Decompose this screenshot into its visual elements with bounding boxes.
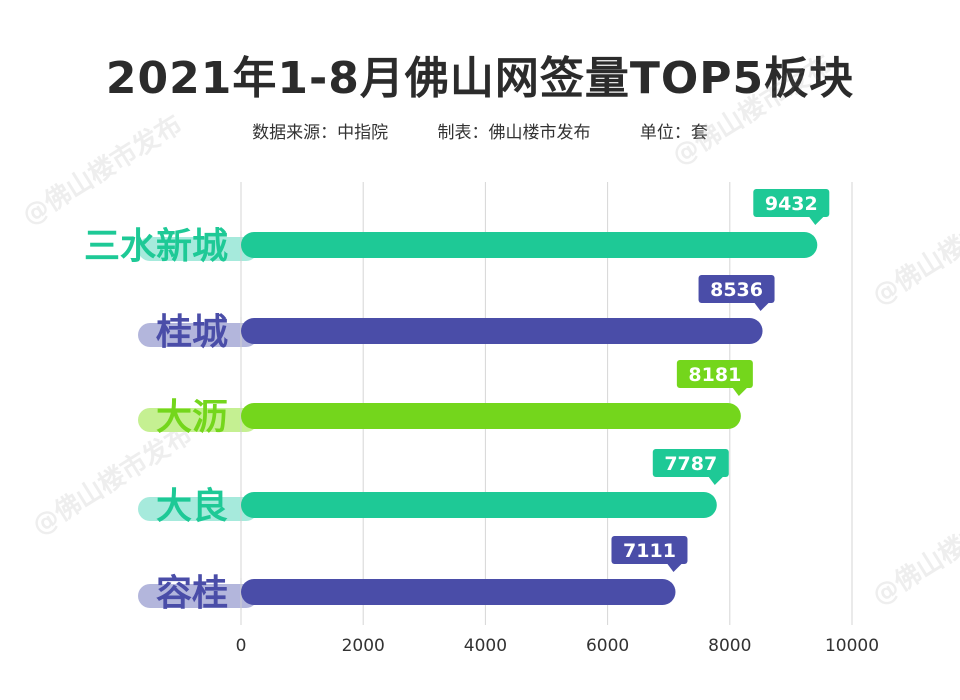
data-label: 8536 <box>710 279 763 301</box>
bar <box>241 232 818 258</box>
chart-subtitle: 数据来源：中指院 制表：佛山楼市发布 单位：套 <box>0 118 960 143</box>
x-tick-label: 6000 <box>586 636 629 656</box>
bar <box>241 579 676 605</box>
value-callout-pointer <box>732 388 747 396</box>
value-callout <box>698 275 775 303</box>
bar <box>241 318 763 344</box>
category-label: 三水新城 <box>84 226 228 267</box>
data-label: 7111 <box>623 540 676 562</box>
category-label: 大良 <box>156 486 228 527</box>
x-tick-label: 4000 <box>464 636 507 656</box>
value-callout <box>611 536 688 564</box>
data-label: 9432 <box>765 193 818 215</box>
category-tab <box>138 408 258 432</box>
value-callout-pointer <box>708 477 723 485</box>
data-label: 8181 <box>688 364 741 386</box>
category-label: 大沥 <box>156 397 228 438</box>
x-tick-label: 10000 <box>825 636 879 656</box>
value-callout <box>753 189 830 217</box>
data-label: 7787 <box>664 453 717 475</box>
x-tick-label: 0 <box>236 636 247 656</box>
category-tab <box>138 497 258 521</box>
category-label: 桂城 <box>156 312 228 353</box>
category-label: 容桂 <box>156 573 228 614</box>
category-tab <box>138 584 258 608</box>
value-callout <box>676 360 753 388</box>
chart-maker-text: 制表：佛山楼市发布 <box>437 123 591 143</box>
x-tick-label: 2000 <box>342 636 385 656</box>
value-callout-pointer <box>809 217 824 225</box>
value-callout-pointer <box>667 564 682 572</box>
category-tab <box>138 323 258 347</box>
unit-text: 单位：套 <box>639 123 708 143</box>
data-source-text: 数据来源：中指院 <box>252 123 389 143</box>
bar <box>241 403 741 429</box>
x-tick-label: 8000 <box>708 636 751 656</box>
value-callout <box>652 449 729 477</box>
chart-title: 2021年1-8月佛山网签量TOP5板块 <box>105 53 855 104</box>
value-callout-pointer <box>754 303 769 311</box>
bar <box>241 492 717 518</box>
category-tab <box>138 237 258 261</box>
